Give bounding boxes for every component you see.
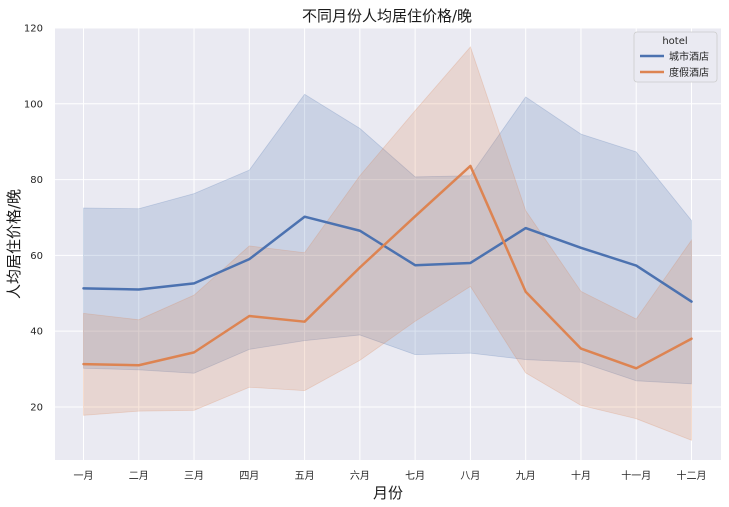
ci-band-1 — [83, 46, 692, 441]
x-tick-label: 九月 — [516, 470, 536, 482]
x-tick-label: 八月 — [460, 470, 480, 482]
y-tick-label: 40 — [30, 327, 43, 338]
x-tick-label: 十月 — [571, 469, 591, 482]
series-lines — [82, 164, 693, 370]
y-tick-label: 20 — [30, 402, 43, 413]
x-tick-label: 七月 — [405, 470, 425, 482]
legend-label-city: 城市酒店 — [669, 50, 709, 63]
x-tick-label: 四月 — [239, 470, 259, 482]
legend-label-resort: 度假酒店 — [669, 66, 709, 79]
legend-box — [633, 31, 718, 83]
confidence-bands — [83, 46, 692, 441]
y-tick-label: 120 — [24, 24, 43, 35]
plot-area — [55, 28, 721, 460]
x-tick-label: 十一月 — [621, 469, 651, 482]
series-line-1 — [82, 164, 693, 370]
legend: hotel 城市酒店 度假酒店 — [633, 31, 718, 83]
y-axis-label: 人均居住价格/晚 — [5, 189, 23, 299]
x-tick-label: 一月 — [74, 470, 94, 482]
y-tick-label: 80 — [30, 175, 43, 186]
y-tick-label: 100 — [24, 99, 43, 110]
x-tick-label: 五月 — [295, 470, 315, 482]
ci-band-0 — [83, 93, 692, 385]
y-tick-labels: 20 40 60 80 100 120 — [24, 24, 43, 414]
chart-title: 不同月份人均居住价格/晚 — [302, 7, 472, 25]
x-axis-label: 月份 — [373, 484, 403, 502]
x-tick-label: 十二月 — [677, 469, 707, 482]
series-line-0 — [82, 215, 693, 303]
legend-title: hotel — [662, 36, 687, 47]
x-tick-label: 六月 — [350, 470, 370, 482]
y-tick-label: 60 — [30, 251, 43, 262]
x-tick-label: 二月 — [129, 470, 149, 482]
x-tick-labels: 一月 二月 三月 四月 五月 六月 七月 八月 九月 十月 十一月 十二月 — [74, 469, 707, 482]
grid — [55, 27, 721, 460]
x-tick-label: 三月 — [184, 470, 204, 482]
